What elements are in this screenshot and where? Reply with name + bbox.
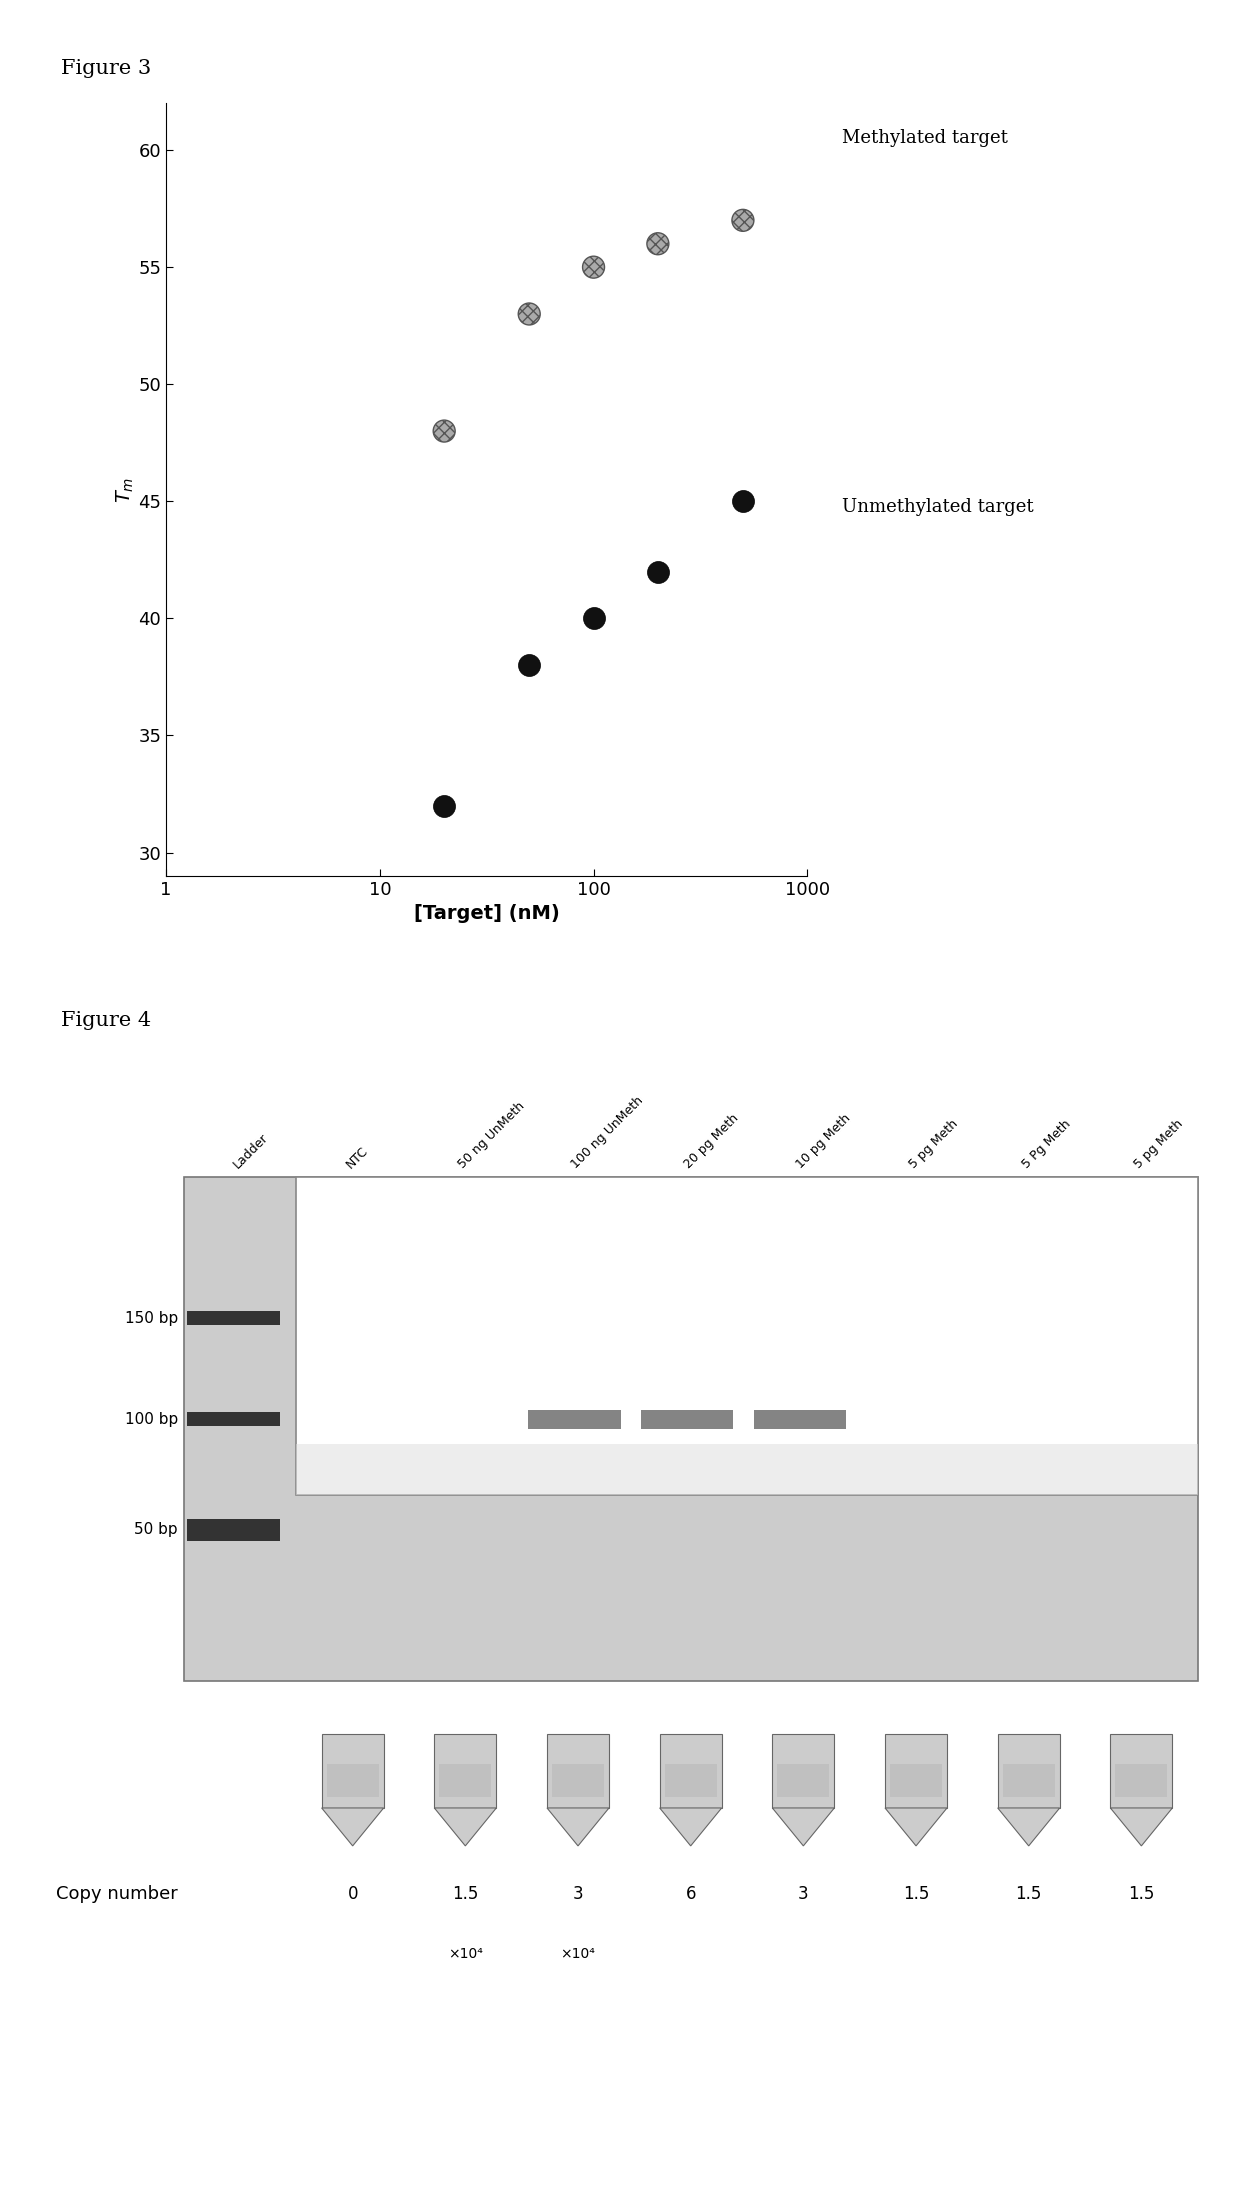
Polygon shape bbox=[321, 1807, 383, 1847]
Text: Unmethylated target: Unmethylated target bbox=[842, 497, 1034, 517]
Bar bbox=[547, 1734, 609, 1807]
Text: 5 pg Meth: 5 pg Meth bbox=[906, 1118, 961, 1171]
Text: 150 bp: 150 bp bbox=[124, 1312, 177, 1325]
Bar bbox=[187, 1413, 279, 1426]
Polygon shape bbox=[773, 1807, 835, 1847]
Bar bbox=[296, 1444, 1198, 1494]
Text: ×10⁴: ×10⁴ bbox=[560, 1946, 595, 1961]
Text: Copy number: Copy number bbox=[56, 1886, 177, 1904]
Bar bbox=[1110, 1734, 1172, 1807]
Text: 1.5: 1.5 bbox=[453, 1886, 479, 1904]
Bar bbox=[439, 1763, 491, 1796]
Text: Methylated target: Methylated target bbox=[842, 130, 1008, 147]
Text: 50 ng UnMeth: 50 ng UnMeth bbox=[456, 1100, 528, 1171]
Bar bbox=[187, 1312, 279, 1325]
Polygon shape bbox=[434, 1807, 496, 1847]
Polygon shape bbox=[998, 1807, 1060, 1847]
Text: 3: 3 bbox=[799, 1886, 808, 1904]
Text: 100 ng UnMeth: 100 ng UnMeth bbox=[569, 1094, 646, 1171]
Bar bbox=[184, 1178, 1198, 1682]
Bar bbox=[773, 1734, 835, 1807]
Polygon shape bbox=[1110, 1807, 1172, 1847]
Text: 20 pg Meth: 20 pg Meth bbox=[682, 1112, 740, 1171]
Polygon shape bbox=[885, 1807, 947, 1847]
Text: 10 pg Meth: 10 pg Meth bbox=[794, 1112, 853, 1171]
Bar bbox=[552, 1763, 604, 1796]
Bar bbox=[326, 1763, 378, 1796]
Text: 3: 3 bbox=[573, 1886, 583, 1904]
Bar bbox=[434, 1734, 496, 1807]
Bar bbox=[528, 1409, 621, 1428]
Bar bbox=[777, 1763, 830, 1796]
Bar bbox=[296, 1178, 1198, 1494]
Bar bbox=[321, 1734, 383, 1807]
Text: Figure 4: Figure 4 bbox=[61, 1012, 151, 1030]
Text: 5 Pg Meth: 5 Pg Meth bbox=[1019, 1118, 1073, 1171]
Bar bbox=[890, 1763, 942, 1796]
Bar bbox=[1115, 1763, 1167, 1796]
Text: 0: 0 bbox=[347, 1886, 358, 1904]
Text: 50 bp: 50 bp bbox=[134, 1523, 177, 1538]
Polygon shape bbox=[547, 1807, 609, 1847]
Bar bbox=[998, 1734, 1060, 1807]
Text: Figure 3: Figure 3 bbox=[61, 59, 151, 79]
Polygon shape bbox=[660, 1807, 722, 1847]
Bar bbox=[660, 1734, 722, 1807]
Bar bbox=[187, 1519, 279, 1541]
Bar bbox=[641, 1409, 734, 1428]
Text: Ladder: Ladder bbox=[231, 1131, 270, 1171]
Bar bbox=[885, 1734, 947, 1807]
Bar bbox=[754, 1409, 846, 1428]
Text: NTC: NTC bbox=[343, 1145, 371, 1171]
Text: 5 pg Meth: 5 pg Meth bbox=[1132, 1118, 1185, 1171]
Text: 6: 6 bbox=[686, 1886, 696, 1904]
Text: 1.5: 1.5 bbox=[903, 1886, 929, 1904]
Bar bbox=[665, 1763, 717, 1796]
Text: ×10⁴: ×10⁴ bbox=[448, 1946, 482, 1961]
Text: 1.5: 1.5 bbox=[1128, 1886, 1154, 1904]
Text: 1.5: 1.5 bbox=[1016, 1886, 1042, 1904]
Bar bbox=[1003, 1763, 1055, 1796]
Text: 100 bp: 100 bp bbox=[124, 1411, 177, 1426]
